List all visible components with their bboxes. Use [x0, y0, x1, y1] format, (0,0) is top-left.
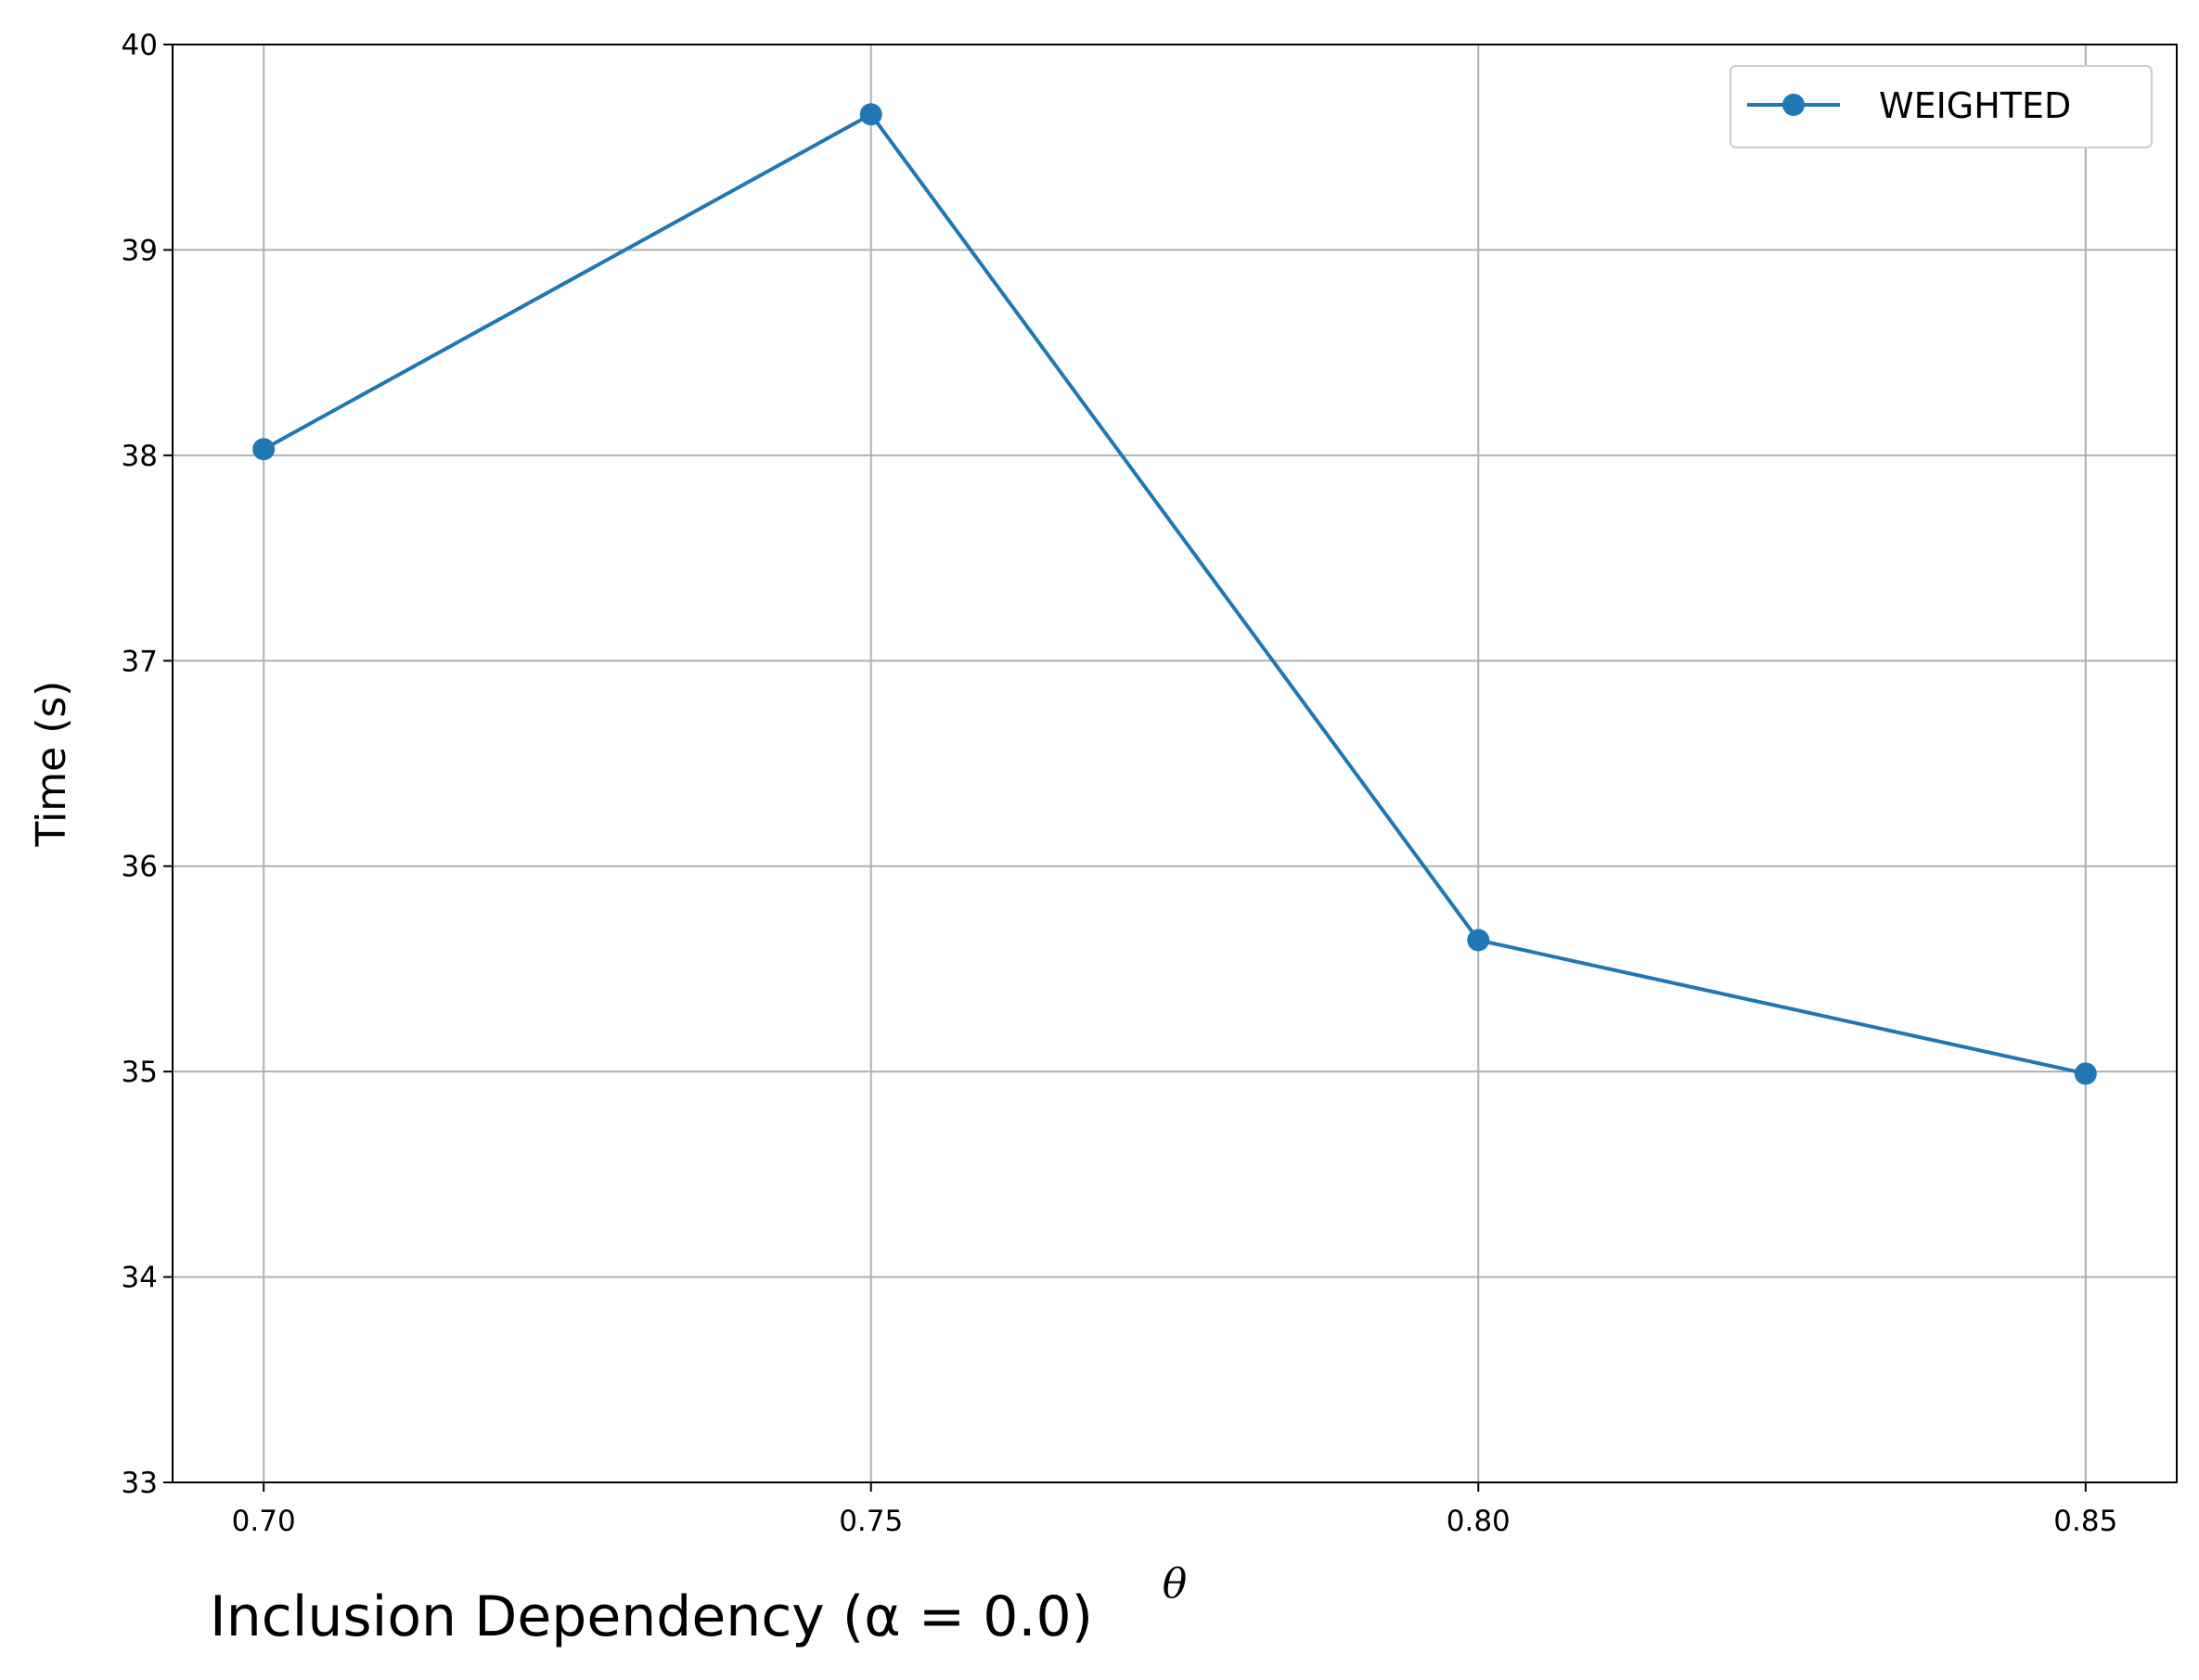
- data-point: [2074, 1062, 2097, 1085]
- y-tick-label: 39: [122, 234, 158, 267]
- y-tick-label: 40: [122, 29, 158, 62]
- legend-label: WEIGHTED: [1879, 85, 2071, 126]
- data-point: [252, 438, 276, 461]
- y-tick-label: 33: [122, 1467, 158, 1500]
- x-tick-label: 0.85: [2053, 1505, 2117, 1538]
- x-tick-label: 0.75: [839, 1505, 903, 1538]
- plot-frame: [172, 44, 2178, 1483]
- legend: WEIGHTED: [1730, 65, 2153, 148]
- grid-lines: [173, 44, 2177, 1483]
- x-tick-label: 0.70: [232, 1505, 296, 1538]
- data-point: [1467, 929, 1490, 952]
- x-axis: 0.70 0.75 0.80 0.85: [232, 1482, 2117, 1538]
- series-line: [263, 112, 2087, 1076]
- series-weighted: [252, 103, 2097, 1085]
- legend-marker: [1782, 94, 1805, 116]
- y-axis: 33 34 35 36 37 38 39 40: [122, 29, 173, 1500]
- x-axis-title: θ: [1163, 1560, 1188, 1608]
- legend-box: [1730, 65, 2153, 148]
- y-axis-title: Time (s): [28, 681, 75, 848]
- y-tick-label: 35: [122, 1056, 158, 1089]
- y-tick-label: 37: [122, 645, 158, 678]
- plot-area: [173, 45, 2177, 1482]
- data-point: [859, 103, 882, 126]
- y-tick-label: 34: [122, 1262, 158, 1295]
- y-tick-label: 38: [122, 440, 158, 473]
- x-tick-label: 0.80: [1447, 1505, 1511, 1538]
- y-tick-label: 36: [122, 851, 158, 884]
- figure-caption: Inclusion Dependency (α = 0.0): [210, 1584, 1094, 1649]
